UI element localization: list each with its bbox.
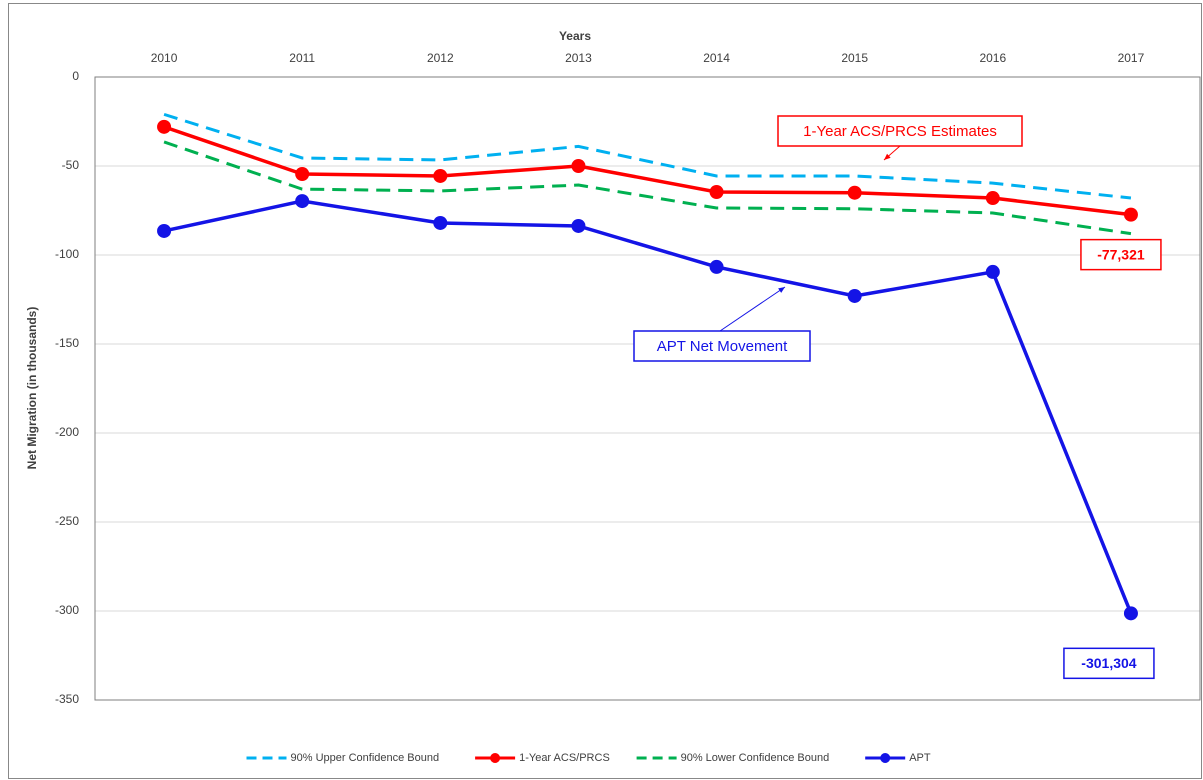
x-tick-label: 2011 xyxy=(289,51,315,65)
y-tick-label: -300 xyxy=(55,603,79,617)
y-tick-label: -350 xyxy=(55,692,79,706)
y-tick-label: -150 xyxy=(55,336,79,350)
value-label-box xyxy=(1080,238,1162,271)
legend-label: 90% Upper Confidence Bound xyxy=(291,752,440,764)
legend-label: 1-Year ACS/PRCS xyxy=(519,752,610,764)
data-point xyxy=(1123,606,1138,621)
data-point xyxy=(709,184,724,199)
legend-label: APT xyxy=(909,752,931,764)
chart-frame xyxy=(8,3,1202,779)
data-point xyxy=(985,264,1000,279)
x-tick-label: 2015 xyxy=(841,51,868,65)
annotation-arrowhead xyxy=(778,287,785,293)
x-axis-title: Years xyxy=(559,29,591,43)
x-tick-label: 2017 xyxy=(1118,51,1145,65)
data-point xyxy=(847,288,862,303)
data-point xyxy=(157,119,172,134)
annotation: 1-Year ACS/PRCS Estimates xyxy=(803,123,997,140)
legend-marker xyxy=(880,753,891,763)
x-tick-label: 2016 xyxy=(979,51,1006,65)
data-point xyxy=(1123,207,1138,222)
x-tick-label: 2012 xyxy=(427,51,454,65)
legend-label: 90% Lower Confidence Bound xyxy=(681,752,830,764)
series-line xyxy=(163,199,1133,614)
data-point xyxy=(295,167,310,182)
y-tick-label: -100 xyxy=(55,247,79,261)
annotation-box xyxy=(633,330,811,362)
x-tick-label: 2013 xyxy=(565,51,592,65)
legend-marker xyxy=(490,753,501,763)
data-point xyxy=(571,159,586,173)
data-point xyxy=(433,215,448,230)
annotation: APT Net Movement xyxy=(657,338,788,355)
annotation-box xyxy=(777,115,1023,147)
value-label: -301,304 xyxy=(1081,655,1136,671)
value-label: -77,321 xyxy=(1097,246,1145,262)
x-tick-label: 2010 xyxy=(151,51,178,65)
y-tick-label: 0 xyxy=(72,69,79,83)
data-point xyxy=(433,168,448,183)
value-label-box xyxy=(1063,647,1155,680)
series-line xyxy=(163,125,1132,217)
data-point xyxy=(571,218,586,233)
data-point xyxy=(709,259,724,274)
annotation-arrow xyxy=(719,286,786,332)
series-line xyxy=(163,140,1132,236)
y-axis-title: Net Migration (in thousands) xyxy=(25,307,39,470)
series-line xyxy=(163,112,1132,200)
data-point xyxy=(295,194,310,209)
data-point xyxy=(985,191,1000,206)
y-tick-label: -250 xyxy=(55,514,79,528)
y-tick-label: -200 xyxy=(55,425,79,439)
x-tick-label: 2014 xyxy=(703,51,730,65)
data-point xyxy=(847,185,862,200)
plot-border xyxy=(94,76,1201,701)
annotation-arrowhead xyxy=(884,153,891,160)
y-tick-label: -50 xyxy=(62,158,80,172)
data-point xyxy=(157,223,172,238)
